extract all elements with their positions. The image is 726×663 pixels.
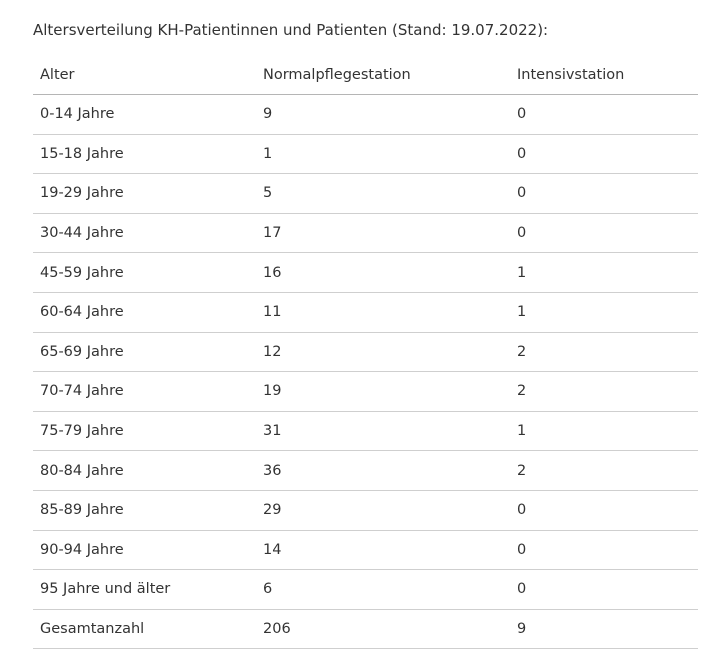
table-row: 70-74 Jahre 19 2	[33, 371, 698, 412]
cell-age: 60-64 Jahre	[33, 292, 256, 333]
cell-total-intensive-care: 9	[510, 609, 698, 650]
cell-age: 0-14 Jahre	[33, 94, 256, 135]
cell-intensive-care: 1	[510, 252, 698, 293]
table-row: 0-14 Jahre 9 0	[33, 94, 698, 135]
table-body: 0-14 Jahre 9 0 15-18 Jahre 1 0 19-29 Jah…	[33, 94, 698, 650]
cell-intensive-care: 2	[510, 332, 698, 373]
cell-intensive-care: 0	[510, 530, 698, 571]
cell-normal-ward: 19	[256, 371, 510, 412]
header-intensive-care: Intensivstation	[510, 54, 698, 95]
cell-age: 95 Jahre und älter	[33, 569, 256, 610]
table-caption: Altersverteilung KH-Patientinnen und Pat…	[33, 21, 549, 39]
cell-normal-ward: 6	[256, 569, 510, 610]
table-row: 90-94 Jahre 14 0	[33, 530, 698, 571]
table-row: 95 Jahre und älter 6 0	[33, 569, 698, 610]
table-row: 19-29 Jahre 5 0	[33, 173, 698, 214]
cell-intensive-care: 0	[510, 173, 698, 214]
table-header: Alter Normalpflegestation Intensivstatio…	[33, 54, 698, 95]
cell-normal-ward: 9	[256, 94, 510, 135]
cell-intensive-care: 0	[510, 213, 698, 254]
cell-normal-ward: 36	[256, 450, 510, 491]
cell-intensive-care: 0	[510, 134, 698, 175]
cell-normal-ward: 29	[256, 490, 510, 531]
cell-normal-ward: 17	[256, 213, 510, 254]
header-normal-ward: Normalpflegestation	[256, 54, 510, 95]
cell-age: 70-74 Jahre	[33, 371, 256, 412]
cell-age: 65-69 Jahre	[33, 332, 256, 373]
cell-age: 19-29 Jahre	[33, 173, 256, 214]
cell-normal-ward: 31	[256, 411, 510, 452]
cell-normal-ward: 14	[256, 530, 510, 571]
table-row: 45-59 Jahre 16 1	[33, 252, 698, 293]
cell-intensive-care: 2	[510, 450, 698, 491]
cell-age: 90-94 Jahre	[33, 530, 256, 571]
header-row: Alter Normalpflegestation Intensivstatio…	[33, 54, 698, 95]
cell-age: 80-84 Jahre	[33, 450, 256, 491]
table-row: 65-69 Jahre 12 2	[33, 332, 698, 373]
cell-normal-ward: 11	[256, 292, 510, 333]
cell-intensive-care: 0	[510, 569, 698, 610]
cell-normal-ward: 1	[256, 134, 510, 175]
table-row: 30-44 Jahre 17 0	[33, 213, 698, 254]
cell-normal-ward: 12	[256, 332, 510, 373]
table-row: 15-18 Jahre 1 0	[33, 134, 698, 175]
total-row: Gesamtanzahl 206 9	[33, 609, 698, 650]
table-row: 80-84 Jahre 36 2	[33, 450, 698, 491]
header-age: Alter	[33, 54, 256, 95]
cell-normal-ward: 16	[256, 252, 510, 293]
cell-age: 75-79 Jahre	[33, 411, 256, 452]
cell-total-normal-ward: 206	[256, 609, 510, 650]
table-row: 85-89 Jahre 29 0	[33, 490, 698, 531]
cell-intensive-care: 1	[510, 411, 698, 452]
cell-intensive-care: 2	[510, 371, 698, 412]
cell-total-label: Gesamtanzahl	[33, 609, 256, 650]
table-row: 60-64 Jahre 11 1	[33, 292, 698, 333]
cell-normal-ward: 5	[256, 173, 510, 214]
cell-age: 45-59 Jahre	[33, 252, 256, 293]
cell-age: 85-89 Jahre	[33, 490, 256, 531]
age-distribution-table: Alter Normalpflegestation Intensivstatio…	[33, 54, 698, 650]
cell-intensive-care: 0	[510, 490, 698, 531]
table-row: 75-79 Jahre 31 1	[33, 411, 698, 452]
cell-age: 15-18 Jahre	[33, 134, 256, 175]
cell-age: 30-44 Jahre	[33, 213, 256, 254]
cell-intensive-care: 1	[510, 292, 698, 333]
cell-intensive-care: 0	[510, 94, 698, 135]
